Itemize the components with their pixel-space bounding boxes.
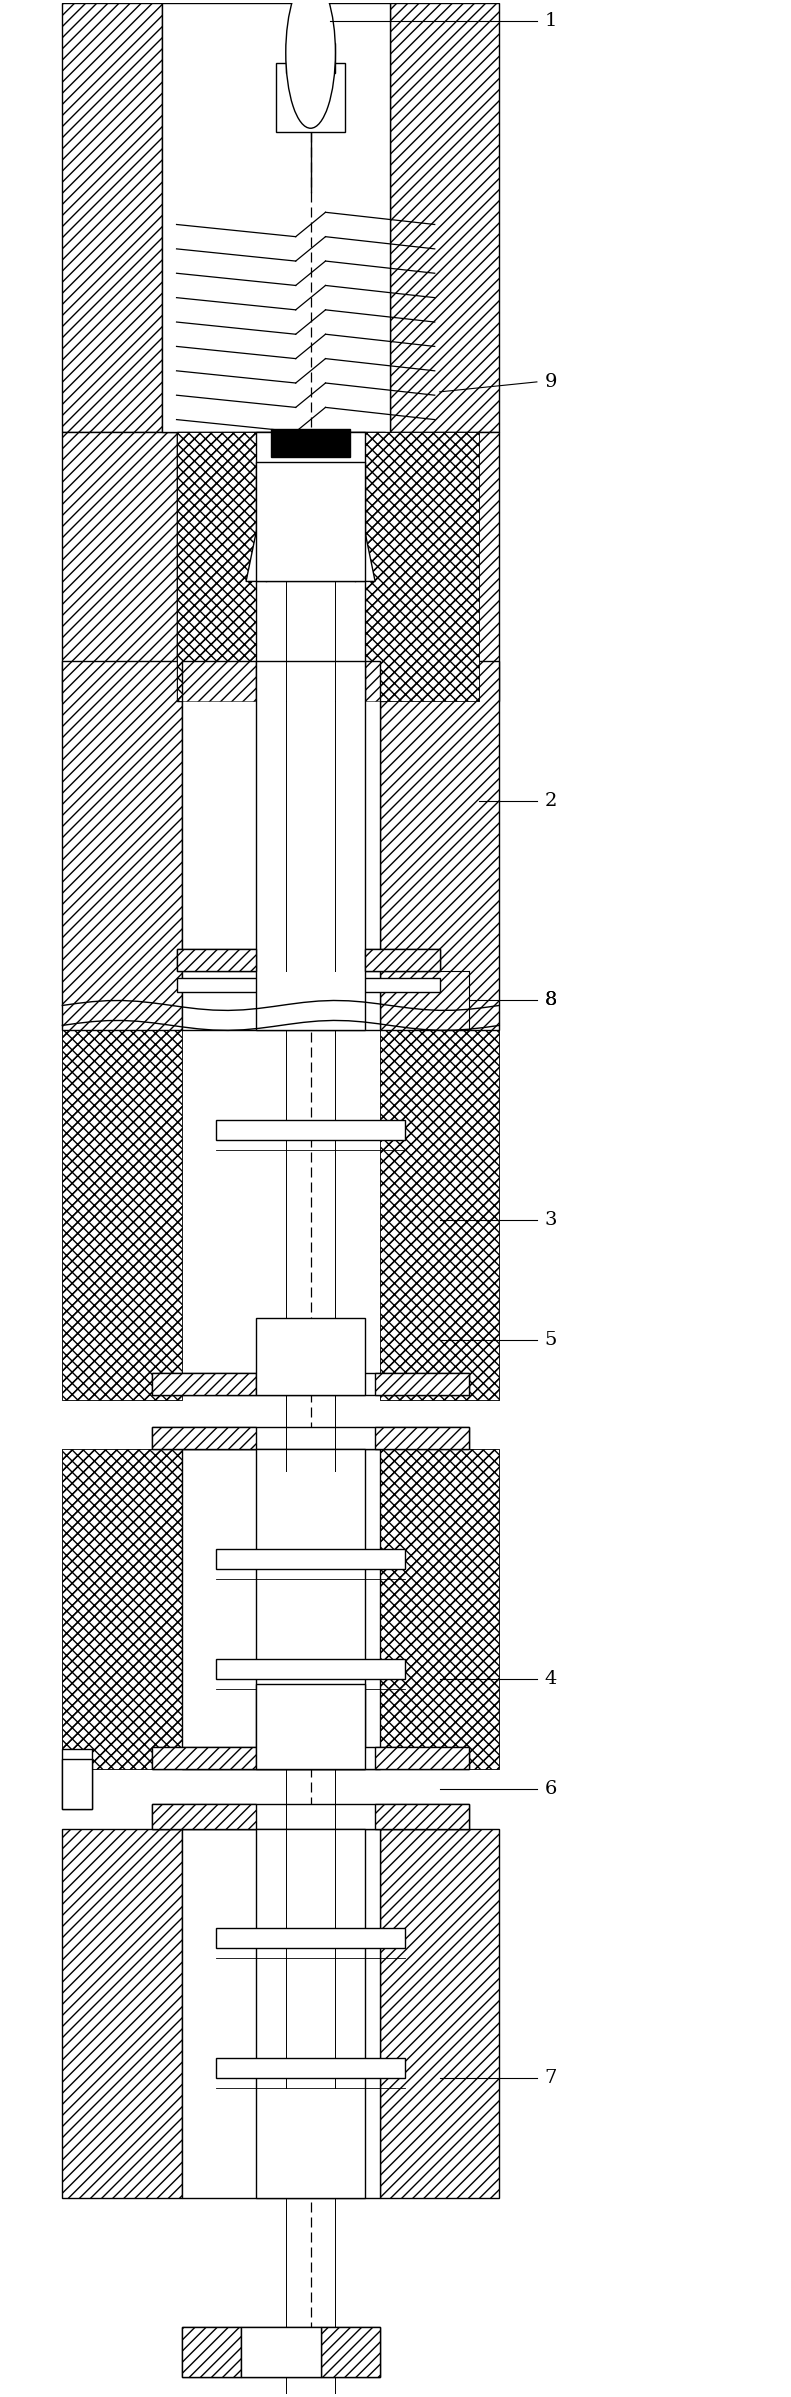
Bar [216, 1119, 405, 1141]
Bar [176, 431, 256, 702]
Bar [380, 1829, 499, 2198]
Bar [216, 1927, 405, 1949]
Bar [271, 429, 350, 458]
Bar [256, 1683, 365, 1769]
Bar [62, 1031, 181, 1400]
Bar [62, 662, 181, 1031]
Bar [375, 1373, 470, 1395]
Text: 3: 3 [545, 1210, 557, 1230]
Bar [62, 1829, 181, 2198]
Text: 7: 7 [545, 2069, 557, 2088]
Bar [256, 463, 365, 582]
Bar [256, 1318, 365, 1395]
Bar [256, 662, 365, 1031]
Bar [62, 1750, 92, 1810]
Bar [152, 1373, 470, 1395]
Bar [176, 431, 256, 702]
Bar [380, 1031, 499, 1400]
Bar [181, 1450, 380, 1769]
Text: 5: 5 [545, 1330, 557, 1350]
Bar [385, 431, 499, 702]
Bar [375, 1747, 470, 1769]
Bar [62, 1450, 181, 1769]
Circle shape [286, 0, 335, 129]
Bar [152, 1429, 256, 1450]
Bar [176, 949, 256, 971]
Bar [241, 2327, 320, 2378]
Text: 1: 1 [545, 12, 557, 29]
Bar [286, 43, 335, 72]
Bar [380, 1031, 499, 1400]
Bar [62, 431, 176, 702]
Bar [256, 1829, 365, 2198]
Bar [152, 1803, 470, 1829]
Bar [62, 1450, 181, 1769]
Bar [152, 1373, 256, 1395]
Bar [365, 949, 440, 971]
Bar [152, 1747, 470, 1769]
Bar [152, 1429, 470, 1450]
Bar [62, 2, 161, 431]
Bar [276, 62, 346, 132]
Bar [375, 1429, 470, 1450]
Text: 6: 6 [545, 1779, 557, 1798]
Bar [181, 662, 380, 1031]
Bar [256, 431, 365, 702]
Text: 9: 9 [545, 374, 557, 391]
Bar [380, 662, 499, 1031]
Bar [62, 1031, 181, 1400]
Bar [375, 1803, 470, 1829]
Bar [256, 1450, 365, 1769]
Bar [380, 1450, 499, 1769]
Polygon shape [246, 484, 375, 582]
Bar [365, 431, 479, 702]
Bar [152, 1747, 256, 1769]
Bar [161, 2, 390, 431]
Bar [216, 1548, 405, 1570]
Text: 2: 2 [545, 791, 557, 810]
Bar [365, 431, 479, 702]
Text: 8: 8 [545, 992, 557, 1009]
Bar [181, 1829, 380, 2198]
Bar [181, 2327, 380, 2378]
Polygon shape [62, 1759, 92, 1810]
Bar [176, 431, 385, 702]
Text: 4: 4 [545, 1671, 557, 1687]
Bar [181, 2327, 241, 2378]
Bar [216, 2059, 405, 2078]
Bar [152, 1803, 256, 1829]
Bar [216, 1659, 405, 1678]
Bar [320, 2327, 380, 2378]
Bar [176, 978, 440, 992]
Bar [176, 949, 440, 971]
Bar [390, 2, 499, 431]
Bar [380, 1450, 499, 1769]
Text: 8: 8 [545, 992, 557, 1009]
